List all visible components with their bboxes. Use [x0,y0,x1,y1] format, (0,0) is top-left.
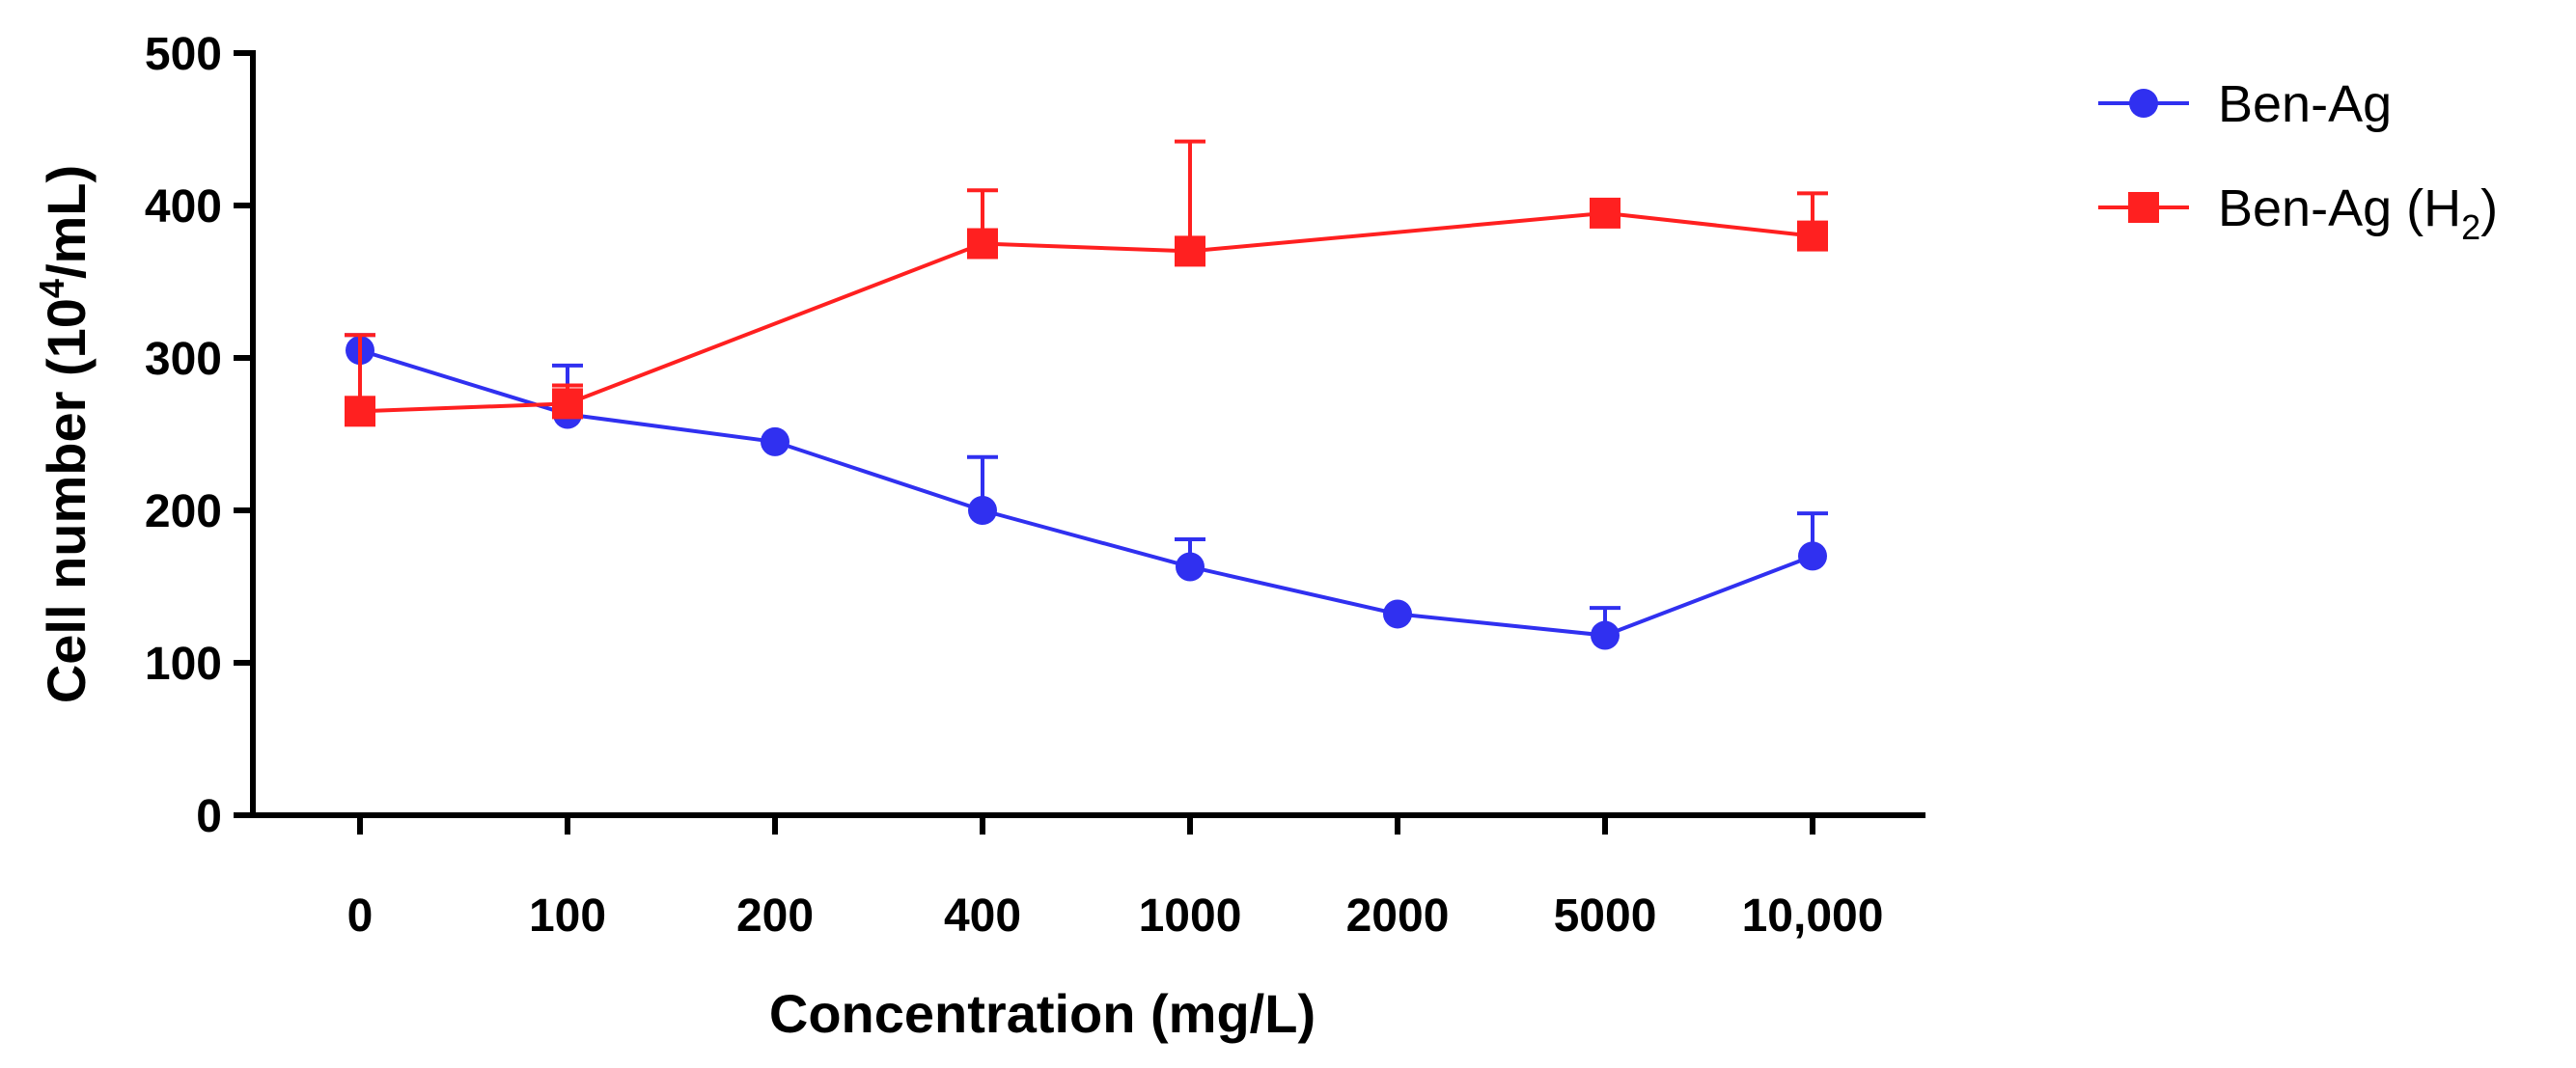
ben-ag-h2-point [1590,197,1620,229]
legend-label-text: ) [2480,179,2498,237]
legend-label-ben-ag-h2: Ben-Ag (H2) [2218,179,2498,247]
y-tick-label: 500 [145,29,222,80]
x-tick-label: 2000 [1346,890,1450,942]
ben-ag-h2-point [967,228,998,260]
ben-ag-point [1591,620,1620,650]
y-tick-label: 400 [145,181,222,233]
ben-ag-h2-point [345,396,375,427]
legend-marker-ben-ag-h2 [2128,192,2159,223]
legend-label-text: Ben-Ag (H [2218,179,2461,237]
y-tick-label: 200 [145,486,222,537]
legend-label-ben-ag: Ben-Ag [2218,75,2392,133]
y-tick-label: 0 [196,791,222,842]
ben-ag-point [968,496,997,525]
y-tick-label: 100 [145,639,222,690]
x-tick-label: 5000 [1554,890,1657,942]
x-tick-label: 200 [736,890,814,942]
ben-ag-series-line [359,348,1814,638]
ben-ag-h2-series-line [359,210,1814,414]
ben-ag-point [1798,541,1827,571]
x-tick-label: 400 [944,890,1021,942]
ben-ag-point [1176,552,1205,582]
y-tick-label: 300 [145,334,222,385]
axes-layer [234,50,1925,835]
y-axis-title-text: Cell number (10 [36,298,97,703]
ben-ag-h2-point [1175,235,1205,267]
legend-marker-ben-ag [2129,89,2158,118]
legend-label-subscript: 2 [2461,207,2480,247]
x-axis-title: Concentration (mg/L) [769,983,1316,1044]
x-tick-label: 1000 [1139,890,1242,942]
series-layer [345,139,1828,650]
x-tick-label: 10,000 [1742,890,1884,942]
legend: Ben-Ag Ben-Ag (H2) [2098,75,2498,247]
y-axis-title-text: /mL) [36,165,97,279]
x-tick-label: 100 [529,890,606,942]
ben-ag-point [1383,599,1412,629]
ben-ag-h2-point [1797,220,1828,252]
x-tick-label: 0 [347,890,374,942]
ben-ag-point [761,426,789,456]
y-axis-title: Cell number (104/mL) [32,165,97,703]
y-axis-title-superscript: 4 [32,279,71,298]
legend-label-text: Ben-Ag [2218,75,2392,133]
ben-ag-h2-point [552,388,583,420]
